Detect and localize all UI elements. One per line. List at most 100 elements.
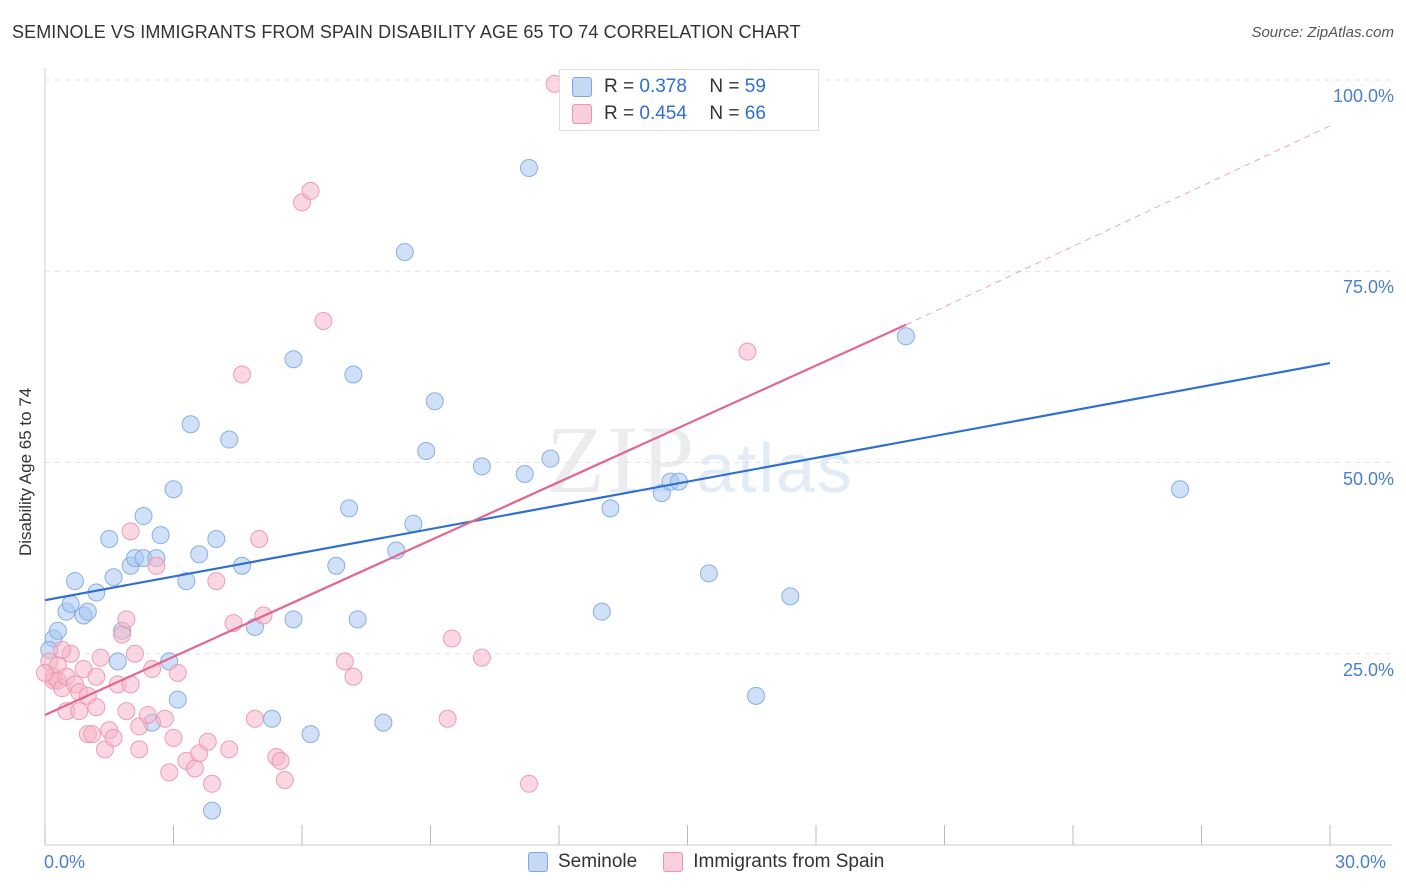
seminole-point (263, 709, 282, 728)
spain-point (520, 774, 539, 793)
y-tick-label: 75.0% (1342, 277, 1394, 298)
spain-point (117, 610, 136, 629)
spain-point (301, 181, 320, 200)
seminole-point (747, 686, 766, 705)
seminole-point (601, 499, 620, 518)
seminole-point (100, 530, 119, 548)
seminole-legend-swatch (528, 852, 548, 872)
legend-row-spain: R = 0.454 N = 66 (572, 102, 766, 126)
y-tick-label: 100.0% (1332, 86, 1394, 106)
seminole-point (515, 464, 534, 483)
spain-point (271, 751, 290, 770)
spain-point (91, 648, 110, 667)
x-tick-label-max: 30.0% (1335, 852, 1387, 872)
spain-point (164, 728, 183, 747)
x-tick-label-min: 0.0% (44, 852, 86, 872)
y-axis-label: Disability Age 65 to 74 (16, 387, 35, 556)
series-legend: Seminole Immigrants from Spain (528, 851, 910, 873)
watermark-zip: ZIP (546, 406, 696, 513)
seminole-point (1171, 480, 1190, 499)
spain-point (121, 522, 140, 541)
seminole-point (168, 690, 187, 709)
spain-point (147, 556, 166, 575)
source-label: Source: ZipAtlas.com (1251, 24, 1394, 41)
r-label: R = (604, 76, 635, 97)
spain-point (155, 709, 174, 728)
seminole-point (472, 457, 491, 476)
correlation-legend: R = 0.378 N = 59 R = 0.454 N = 66 (559, 69, 819, 131)
seminole-point (425, 392, 444, 411)
seminole-point (181, 415, 200, 434)
seminole-swatch (572, 77, 592, 97)
spain-legend-swatch (663, 852, 684, 872)
legend-item-spain[interactable]: Immigrants from Spain (663, 851, 884, 873)
seminole-point (699, 564, 718, 583)
seminole-point (781, 587, 800, 606)
seminole-point (327, 556, 346, 575)
trend-lines (44, 125, 1331, 716)
seminole-point (404, 514, 423, 533)
seminole-point (164, 480, 183, 499)
seminole-point (344, 365, 363, 384)
spain-point (233, 365, 252, 384)
seminole-point (207, 530, 226, 548)
seminole-point (520, 158, 539, 177)
spain-point (203, 774, 222, 793)
n-label: N = (709, 76, 740, 97)
y-tick-label: 50.0% (1342, 468, 1394, 489)
legend-row-seminole: R = 0.378 N = 59 (572, 75, 766, 99)
seminole-point (190, 545, 209, 564)
spain-point (53, 640, 72, 659)
seminole-point (374, 713, 393, 732)
spain-point (245, 709, 264, 728)
spain-point (335, 652, 354, 671)
spain-point (87, 667, 106, 686)
spain-point (160, 763, 179, 782)
seminole-point (301, 725, 320, 744)
spain-point (314, 311, 333, 330)
seminole-point (48, 621, 67, 640)
spain-point (83, 725, 102, 744)
chart-title: SEMINOLE VS IMMIGRANTS FROM SPAIN DISABI… (12, 22, 801, 42)
seminole-point (65, 572, 84, 591)
seminole-point (104, 568, 123, 587)
axes (44, 68, 1392, 846)
spain-point (130, 740, 149, 759)
spain-point (198, 732, 217, 751)
spain-point (104, 728, 123, 747)
r-value-seminole: 0.378 (639, 76, 687, 97)
spain-point (207, 572, 226, 591)
seminole-point (151, 526, 170, 545)
seminole-point (395, 243, 414, 262)
spain-point (113, 625, 132, 644)
legend-item-seminole[interactable]: Seminole (528, 851, 637, 873)
spain-point (168, 663, 187, 682)
spain-point (70, 702, 89, 721)
legend-label-spain: Immigrants from Spain (693, 851, 885, 872)
spain-point (275, 770, 294, 789)
seminole-point (592, 602, 611, 621)
trend-line-spain-extension (905, 125, 1331, 326)
spain-point (36, 663, 54, 682)
spain-point (472, 648, 491, 667)
spain-point (442, 629, 461, 648)
watermark-atlas: atlas (696, 429, 854, 507)
seminole-point (78, 602, 97, 621)
grid-lines (45, 79, 1392, 655)
seminole-point (284, 610, 303, 629)
spain-swatch (572, 104, 592, 124)
r-label: R = (604, 103, 635, 124)
r-value-spain: 0.454 (639, 103, 687, 124)
seminole-point (284, 350, 303, 369)
spain-point (125, 644, 144, 663)
immigrants-from-spain-points (36, 74, 757, 793)
seminole-point (108, 652, 127, 671)
spain-point (117, 702, 136, 721)
seminole-point (417, 442, 436, 461)
seminole-point (348, 610, 367, 629)
spain-point (738, 342, 757, 361)
trend-line-seminole (44, 361, 1331, 602)
spain-point (87, 698, 106, 717)
spain-point (220, 740, 239, 759)
